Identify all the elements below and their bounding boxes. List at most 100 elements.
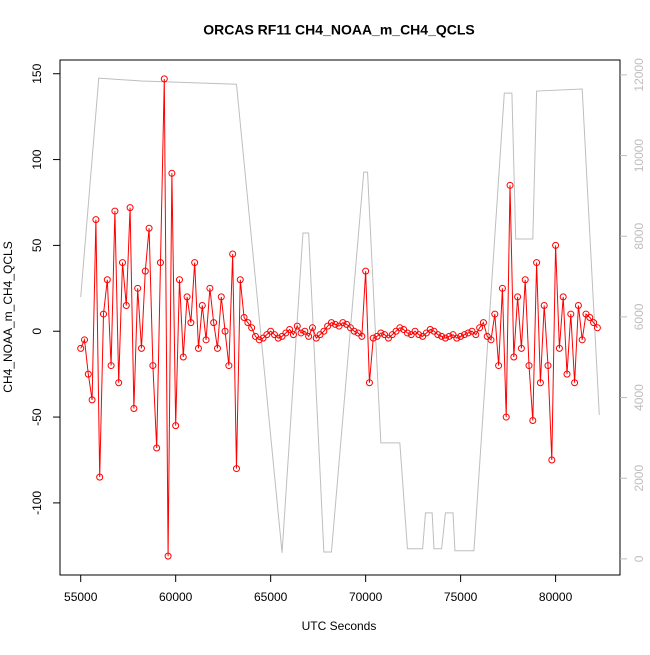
y-tick-label: 50 xyxy=(30,238,44,252)
data-point xyxy=(460,331,468,339)
data-point xyxy=(164,552,172,560)
y-tick-label: 100 xyxy=(30,149,44,169)
data-point xyxy=(327,319,335,327)
data-point xyxy=(320,327,328,335)
y2-tick-label: 10000 xyxy=(632,139,646,173)
data-point xyxy=(521,276,529,284)
data-point xyxy=(293,322,301,330)
data-point xyxy=(479,319,487,327)
data-point xyxy=(362,267,370,275)
data-point xyxy=(175,276,183,284)
data-point xyxy=(426,326,434,334)
data-point xyxy=(286,326,294,334)
data-point xyxy=(255,336,263,344)
data-point xyxy=(149,362,157,370)
data-point xyxy=(392,327,400,335)
y2-tick-label: 6000 xyxy=(632,303,646,330)
data-point xyxy=(84,370,92,378)
data-point xyxy=(403,329,411,337)
data-point xyxy=(248,324,256,332)
data-point xyxy=(555,344,563,352)
data-point xyxy=(210,319,218,327)
data-point xyxy=(301,327,309,335)
data-point xyxy=(457,332,465,340)
data-point xyxy=(517,344,525,352)
data-point xyxy=(118,259,126,267)
data-point xyxy=(506,181,514,189)
data-point xyxy=(377,329,385,337)
data-point xyxy=(559,293,567,301)
data-point xyxy=(297,329,305,337)
data-point xyxy=(251,332,259,340)
x-tick-label: 55000 xyxy=(64,590,98,604)
data-point xyxy=(232,465,240,473)
data-point xyxy=(179,353,187,361)
y-tick-label: 0 xyxy=(30,328,44,335)
x-axis-label: UTC Seconds xyxy=(302,619,377,633)
data-point xyxy=(491,310,499,318)
data-point xyxy=(438,332,446,340)
data-point xyxy=(225,362,233,370)
data-point xyxy=(346,324,354,332)
data-point xyxy=(449,331,457,339)
data-point xyxy=(244,319,252,327)
data-point xyxy=(122,301,130,309)
data-point xyxy=(331,320,339,328)
data-point xyxy=(92,216,100,224)
data-point xyxy=(187,319,195,327)
data-point xyxy=(441,334,449,342)
data-point xyxy=(172,422,180,430)
data-point xyxy=(115,379,123,387)
data-point xyxy=(365,379,373,387)
plot-frame xyxy=(59,59,621,576)
y2-tick-label: 12000 xyxy=(632,58,646,92)
data-point xyxy=(529,417,537,424)
data-point xyxy=(407,331,415,339)
data-point xyxy=(396,324,404,332)
data-point xyxy=(487,336,495,344)
data-point xyxy=(400,326,408,334)
data-point xyxy=(548,456,556,464)
data-point xyxy=(130,404,138,412)
x-tick-label: 70000 xyxy=(349,590,383,604)
data-point xyxy=(324,322,332,330)
data-point xyxy=(126,204,134,212)
data-point xyxy=(77,344,85,352)
data-point xyxy=(593,324,601,332)
data-point xyxy=(495,362,503,370)
data-point xyxy=(278,332,286,340)
data-point xyxy=(335,322,343,330)
data-point xyxy=(350,327,358,335)
data-point xyxy=(96,473,104,481)
data-point xyxy=(137,344,145,352)
data-point xyxy=(202,336,210,344)
data-point xyxy=(411,327,419,335)
data-point xyxy=(289,331,297,339)
data-point xyxy=(107,362,115,370)
data-point xyxy=(343,320,351,328)
data-point xyxy=(308,324,316,332)
data-point xyxy=(229,250,237,258)
data-point xyxy=(217,293,225,301)
data-point xyxy=(510,353,518,361)
data-point xyxy=(498,284,506,292)
data-point xyxy=(267,327,275,335)
data-point xyxy=(540,301,548,309)
data-point xyxy=(221,327,229,335)
data-point xyxy=(468,327,476,335)
data-point xyxy=(198,301,206,309)
series-line xyxy=(80,78,598,557)
data-point xyxy=(533,259,541,267)
data-point xyxy=(369,334,377,342)
data-point xyxy=(88,396,96,404)
data-point xyxy=(270,331,278,339)
data-point xyxy=(339,319,347,327)
data-point xyxy=(415,331,423,339)
data-point xyxy=(194,344,202,352)
data-point xyxy=(483,332,491,340)
y-tick-label: -100 xyxy=(30,491,44,515)
data-point xyxy=(430,327,438,335)
data-point xyxy=(586,314,594,321)
data-point xyxy=(183,293,191,301)
